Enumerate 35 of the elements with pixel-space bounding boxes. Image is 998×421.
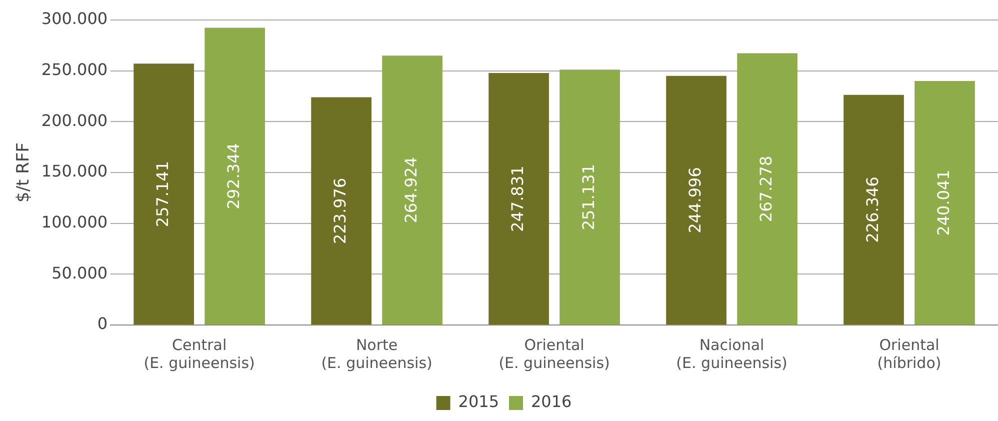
data-label: 292.344 [224, 143, 243, 210]
bar [134, 64, 194, 324]
y-axis-title: $/t RFF [14, 142, 34, 202]
data-label: 251.131 [578, 164, 598, 230]
legend-label: 2016 [531, 392, 572, 412]
x-tick-label: Nacional (E. guineensis) [676, 336, 788, 372]
y-tick-label: 200.000 [41, 110, 108, 130]
bar [560, 70, 620, 324]
x-tick-label: Norte (E. guineensis) [321, 336, 432, 372]
x-tick-label: Central (E. guineensis) [144, 336, 255, 372]
bar [488, 73, 549, 324]
bar [844, 94, 904, 324]
y-tick-label: 0 [97, 314, 108, 334]
y-tick-label: 150.000 [41, 162, 108, 181]
x-tick-label: Oriental (híbrido) [877, 336, 942, 372]
bar [382, 56, 442, 324]
data-label: 226.346 [862, 176, 882, 243]
data-label: 244.996 [685, 167, 704, 234]
bar [914, 80, 975, 324]
data-label: 247.831 [508, 166, 527, 232]
data-label: 267.278 [756, 156, 776, 222]
legend-label: 2015 [458, 392, 499, 412]
data-label: 257.141 [152, 160, 172, 228]
y-tick-label: 250.000 [41, 60, 108, 79]
y-tick-label: 50.000 [52, 263, 108, 282]
bar [204, 28, 265, 324]
data-label: 223.976 [330, 178, 350, 244]
y-tick-label: 100.000 [41, 212, 108, 232]
bar [311, 97, 372, 324]
x-tick-label: Oriental (E. guineensis) [498, 336, 610, 372]
data-label: 264.924 [401, 156, 420, 224]
data-label: 240.041 [934, 170, 953, 236]
bar [666, 76, 726, 324]
bar [737, 53, 798, 324]
y-tick-label: 300.000 [41, 9, 108, 28]
